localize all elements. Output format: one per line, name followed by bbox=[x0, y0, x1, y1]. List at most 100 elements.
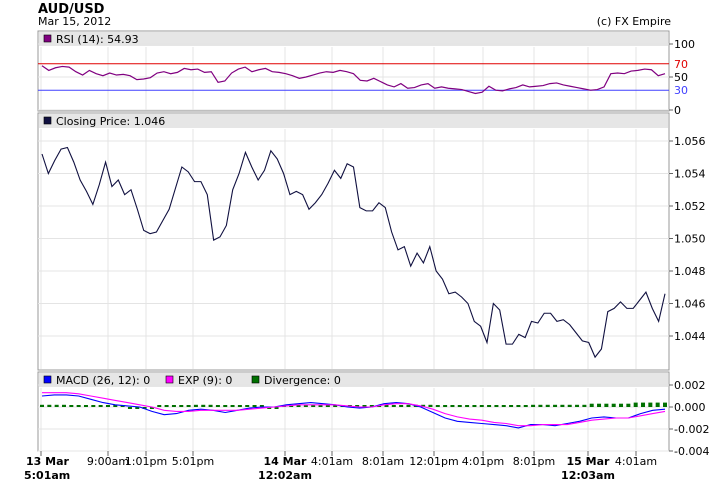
divergence-bar bbox=[303, 405, 308, 407]
divergence-bar bbox=[311, 405, 316, 407]
price-tick-label: 1.044 bbox=[674, 330, 706, 343]
macd-tick-label: -0.004 bbox=[674, 445, 709, 458]
rsi-ref-label: 70 bbox=[674, 58, 688, 71]
divergence-bar bbox=[135, 407, 140, 409]
x-tick-label: 1:01pm bbox=[125, 455, 167, 468]
divergence-bar bbox=[457, 405, 462, 407]
divergence-bar bbox=[465, 405, 470, 407]
divergence-bar bbox=[663, 402, 667, 407]
divergence-bar bbox=[428, 404, 433, 407]
x-tick-sublabel: 12:03am bbox=[561, 469, 615, 482]
macd-tick-label: 0.000 bbox=[674, 401, 706, 414]
divergence-bar bbox=[83, 405, 88, 407]
rsi-legend-swatch bbox=[43, 34, 52, 43]
divergence-bar bbox=[149, 407, 154, 409]
rsi-ref-label: 30 bbox=[674, 84, 688, 97]
macd-legend-swatch-0 bbox=[43, 375, 52, 384]
divergence-bar bbox=[215, 405, 220, 407]
divergence-bar bbox=[333, 405, 338, 407]
rsi-tick-label: 50 bbox=[674, 71, 688, 84]
chart-title: AUD/USD bbox=[38, 2, 105, 17]
divergence-bar bbox=[633, 402, 638, 407]
chart-date: Mar 15, 2012 bbox=[38, 15, 111, 28]
divergence-bar bbox=[40, 404, 44, 407]
divergence-bar bbox=[399, 405, 404, 407]
divergence-bar bbox=[267, 407, 272, 409]
x-tick-sublabel: 12:02am bbox=[258, 469, 312, 482]
divergence-bar bbox=[127, 407, 132, 409]
divergence-bar bbox=[245, 405, 250, 407]
price-tick-label: 1.050 bbox=[674, 233, 706, 246]
divergence-bar bbox=[193, 404, 198, 407]
divergence-bar bbox=[516, 405, 521, 407]
divergence-bar bbox=[604, 403, 609, 407]
x-tick-label: 4:01pm bbox=[462, 455, 504, 468]
divergence-bar bbox=[47, 404, 52, 407]
divergence-bar bbox=[589, 403, 594, 407]
divergence-bar bbox=[501, 405, 506, 407]
divergence-bar bbox=[575, 404, 580, 407]
x-tick-label: 12:01pm bbox=[409, 455, 458, 468]
rsi-line bbox=[41, 65, 666, 95]
divergence-bar bbox=[362, 405, 367, 407]
divergence-bar bbox=[142, 407, 147, 409]
divergence-bar bbox=[237, 405, 242, 407]
legend-bar-macd bbox=[39, 373, 668, 387]
x-tick-label: 8:01pm bbox=[513, 455, 555, 468]
chart-credit: (c) FX Empire bbox=[597, 15, 671, 28]
divergence-bar bbox=[435, 405, 440, 407]
x-tick-label: 14 Mar bbox=[264, 455, 308, 468]
divergence-bar bbox=[509, 405, 514, 407]
divergence-bar bbox=[611, 403, 616, 407]
divergence-bar bbox=[69, 405, 74, 407]
divergence-bar bbox=[479, 405, 484, 407]
divergence-bar bbox=[318, 405, 323, 407]
price-tick-label: 1.054 bbox=[674, 168, 706, 181]
divergence-bar bbox=[384, 405, 389, 407]
divergence-bar bbox=[259, 405, 264, 407]
price-tick-label: 1.048 bbox=[674, 265, 706, 278]
x-tick-label: 5:01pm bbox=[172, 455, 214, 468]
macd-tick-label: 0.002 bbox=[674, 379, 706, 392]
divergence-bar bbox=[186, 405, 191, 407]
rsi-tick-label: 100 bbox=[674, 38, 695, 51]
macd-legend-label: EXP (9): 0 bbox=[178, 374, 232, 387]
divergence-bar bbox=[619, 403, 624, 407]
x-tick-label: 8:01am bbox=[362, 455, 404, 468]
x-tick-label: 4:01am bbox=[311, 455, 353, 468]
divergence-bar bbox=[443, 405, 448, 407]
divergence-bar bbox=[369, 405, 374, 407]
divergence-bar bbox=[582, 404, 587, 407]
divergence-bar bbox=[406, 404, 411, 407]
price-tick-label: 1.056 bbox=[674, 135, 706, 148]
divergence-bar bbox=[54, 404, 59, 407]
divergence-bar bbox=[91, 405, 96, 407]
macd-legend-label: MACD (26, 12): 0 bbox=[56, 374, 150, 387]
divergence-bar bbox=[296, 405, 301, 407]
rsi-tick-label: 0 bbox=[674, 104, 681, 117]
divergence-bar bbox=[531, 404, 536, 407]
divergence-bar bbox=[274, 407, 279, 409]
divergence-bar bbox=[567, 404, 572, 407]
divergence-bar bbox=[76, 405, 81, 407]
divergence-bar bbox=[171, 405, 176, 407]
divergence-bar bbox=[164, 405, 169, 407]
divergence-bar bbox=[450, 405, 455, 407]
x-tick-label: 9:00am bbox=[87, 455, 129, 468]
divergence-bar bbox=[355, 405, 360, 407]
divergence-bar bbox=[472, 405, 477, 407]
panel-frame-price bbox=[37, 112, 670, 371]
exp-line bbox=[42, 392, 666, 427]
rsi-legend-label: RSI (14): 54.93 bbox=[56, 33, 139, 46]
divergence-bar bbox=[325, 405, 330, 407]
x-tick-label: 13 Mar bbox=[26, 455, 70, 468]
price-legend-label: Closing Price: 1.046 bbox=[56, 115, 165, 128]
price-legend-swatch bbox=[43, 116, 52, 125]
divergence-bar bbox=[157, 405, 162, 407]
macd-tick-label: -0.002 bbox=[674, 423, 709, 436]
legend-bar-rsi bbox=[39, 32, 668, 46]
divergence-bar bbox=[545, 404, 550, 407]
divergence-bar bbox=[494, 405, 499, 407]
